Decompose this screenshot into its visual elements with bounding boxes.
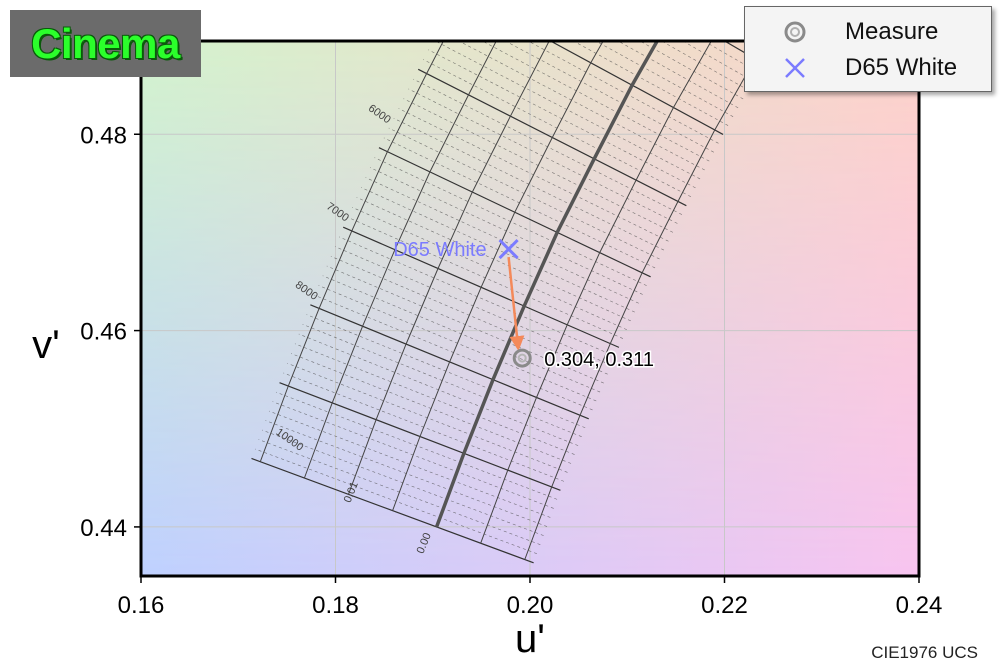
circle-target-icon bbox=[745, 19, 845, 45]
axis-ticks: 0.16 0.18 0.20 0.22 0.24 0.44 0.46 0.48 bbox=[80, 122, 942, 619]
mode-badge: Cinema bbox=[10, 10, 201, 77]
legend-label-measure: Measure bbox=[845, 18, 939, 45]
y-tick-label: 0.46 bbox=[80, 319, 127, 346]
data-marks: D65 White 0.304, 0.311 bbox=[393, 239, 655, 373]
iso-cct-minor-line bbox=[639, 41, 744, 100]
iso-duv-curve bbox=[259, 41, 444, 462]
iso-duv-curve bbox=[524, 41, 767, 560]
measure-point bbox=[512, 348, 532, 368]
iso-duv-curve bbox=[480, 41, 712, 544]
x-tick-label: 0.18 bbox=[312, 592, 359, 619]
measure-ring-inner bbox=[517, 353, 527, 363]
mode-badge-text: Cinema bbox=[31, 19, 180, 67]
legend-item-d65: D65 White bbox=[745, 51, 991, 85]
legend: Measure D65 White bbox=[744, 6, 992, 92]
d65-white-label: D65 White bbox=[393, 239, 486, 261]
iso-duv-curve bbox=[348, 41, 550, 495]
y-tick-label: 0.44 bbox=[80, 515, 127, 542]
x-tick-label: 0.20 bbox=[507, 592, 554, 619]
y-axis-label: v' bbox=[32, 323, 60, 367]
planckian-locus bbox=[434, 41, 660, 528]
y-tick-label: 0.48 bbox=[80, 122, 127, 149]
iso-cct-line bbox=[251, 457, 534, 564]
x-cross-icon bbox=[745, 55, 845, 81]
x-tick-label: 0.22 bbox=[701, 592, 748, 619]
x-tick-label: 0.16 bbox=[118, 592, 165, 619]
iso-cct-minor-line bbox=[520, 0, 780, 36]
iso-cct-minor-line bbox=[682, 41, 754, 82]
legend-item-measure: Measure bbox=[745, 15, 991, 49]
x-tick-label: 0.24 bbox=[896, 592, 943, 619]
legend-label-d65: D65 White bbox=[845, 54, 958, 81]
iso-cct-minor-line bbox=[660, 41, 749, 91]
x-axis-label: u' bbox=[515, 617, 545, 661]
iso-cct-minor-line bbox=[703, 41, 759, 73]
iso-duv-curve bbox=[392, 41, 604, 511]
d65-x-stroke bbox=[498, 239, 519, 260]
iso-duv-curve bbox=[303, 41, 497, 479]
iso-cct-minor-line bbox=[617, 41, 739, 109]
shift-arrow bbox=[507, 256, 525, 352]
measure-value-label: 0.304, 0.311 bbox=[544, 349, 654, 371]
d65-white-point bbox=[498, 239, 519, 260]
color-space-label: CIE1976 UCS bbox=[871, 643, 978, 662]
measure-ring-outer bbox=[512, 348, 532, 368]
iso-cct-minor-line bbox=[766, 41, 775, 46]
